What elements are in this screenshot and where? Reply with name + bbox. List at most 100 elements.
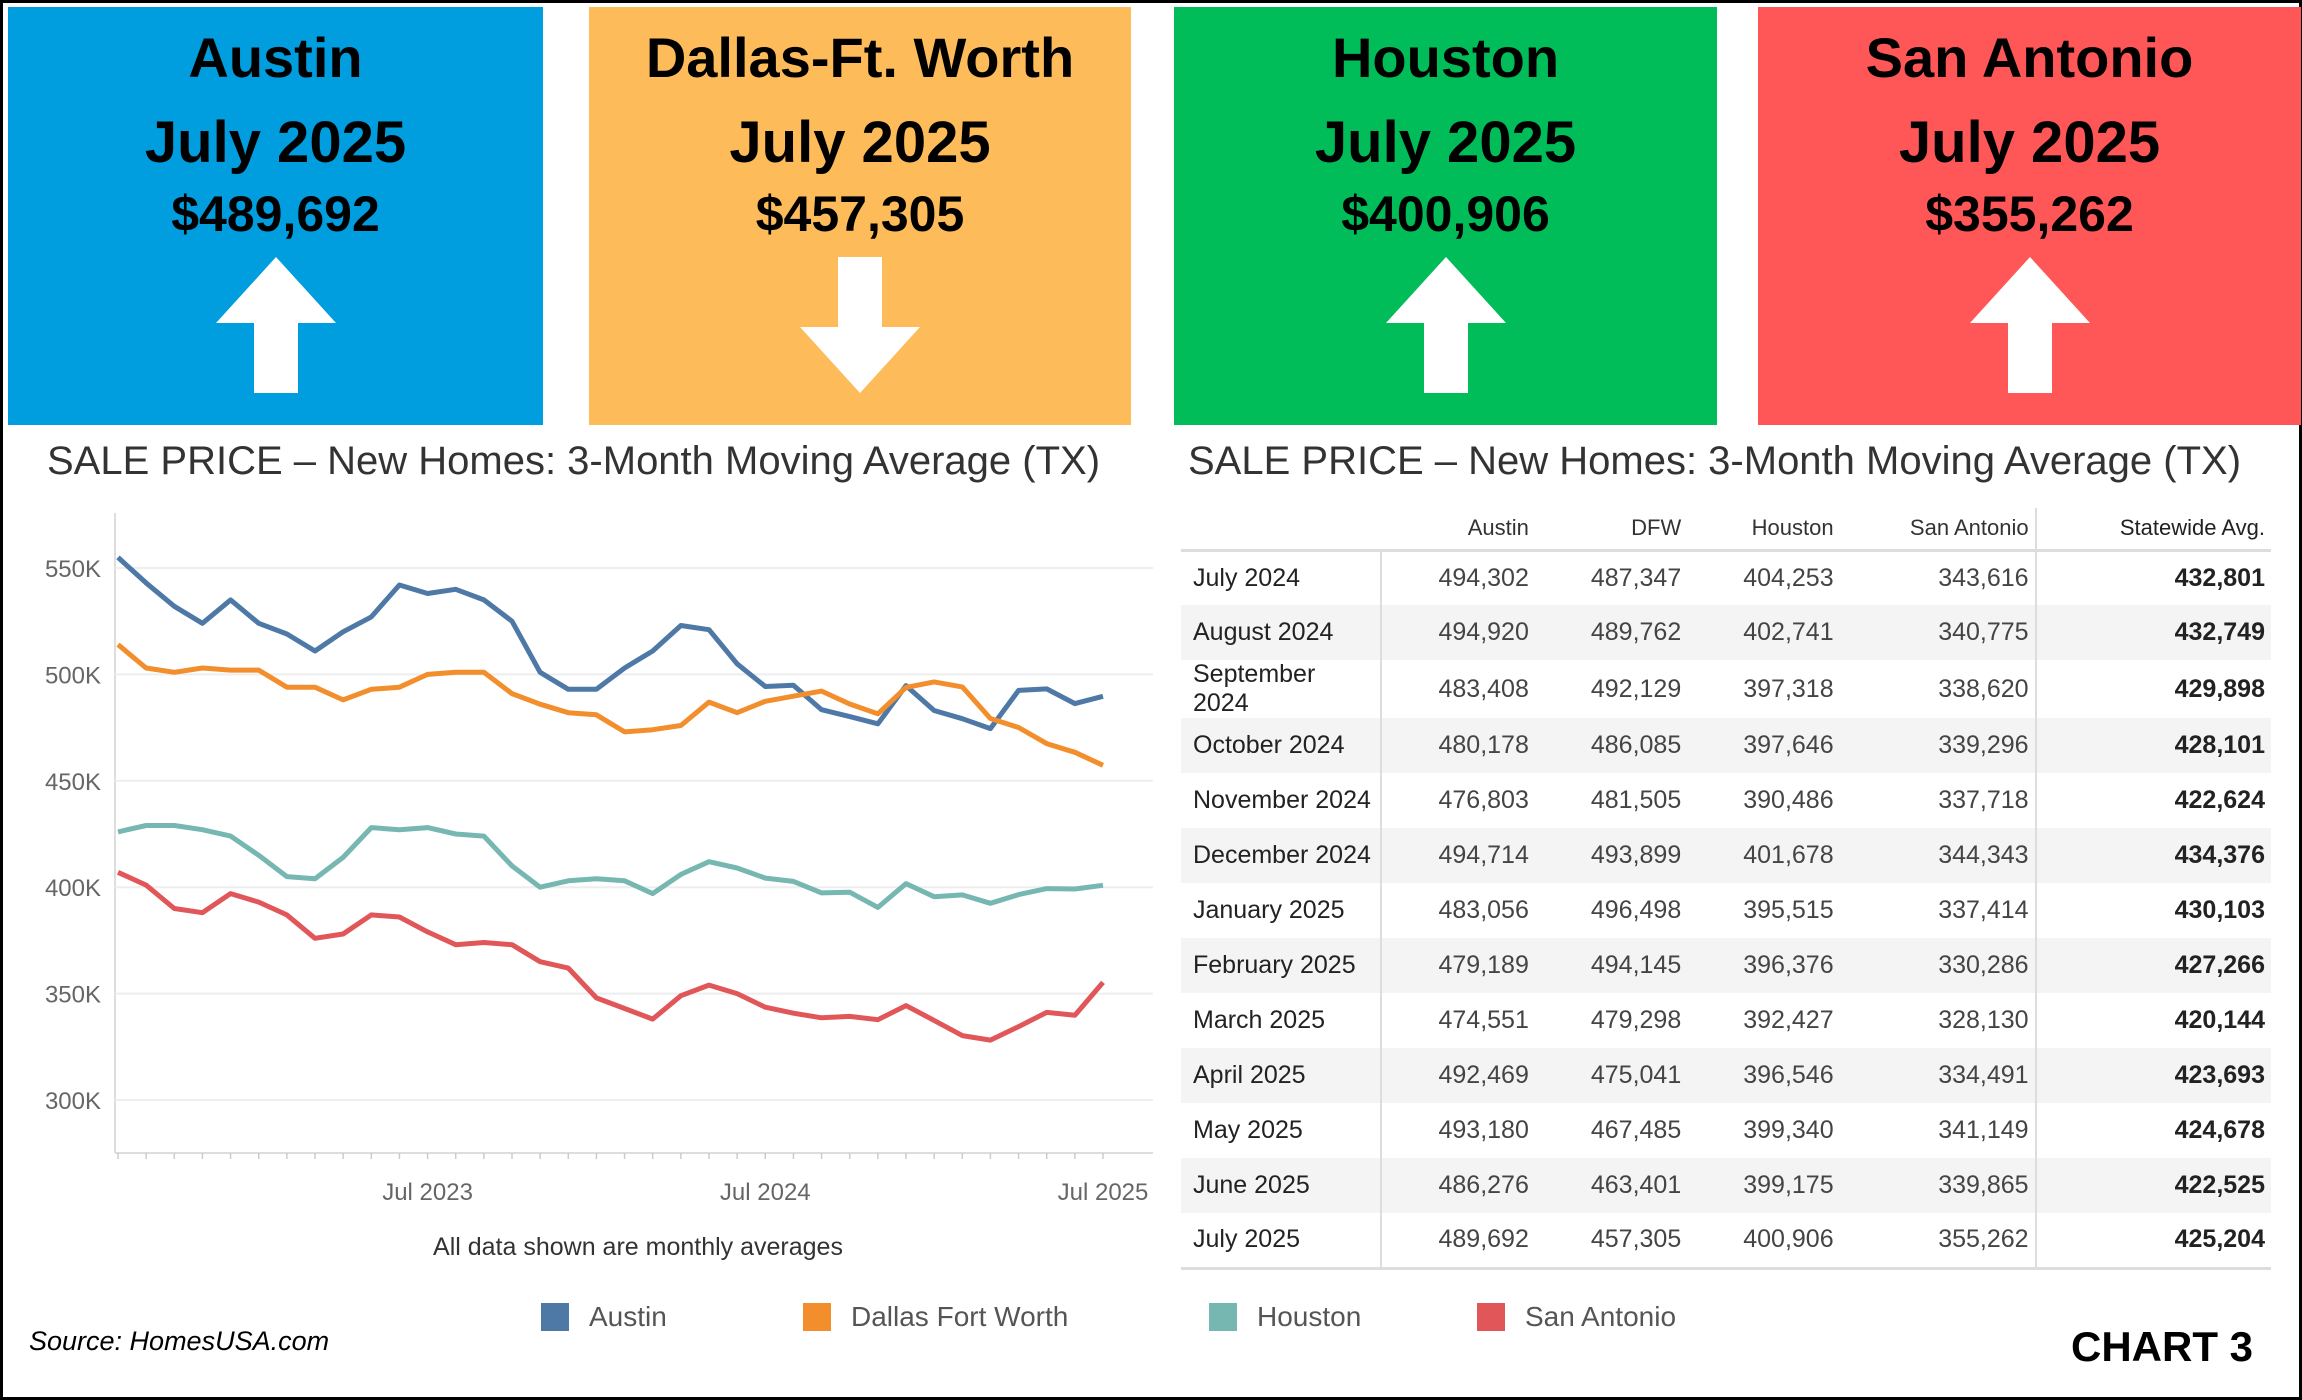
table-cell: 425,204 <box>2034 1213 2271 1270</box>
table-cell: 355,262 <box>1839 1213 2036 1270</box>
legend-item: Dallas Fort Worth <box>803 1301 1068 1333</box>
table-cell: 337,718 <box>1938 786 2029 814</box>
row-label: April 2025 <box>1181 1048 1382 1103</box>
row-label: June 2025 <box>1181 1158 1382 1213</box>
table-cell: 496,498 <box>1590 896 1682 924</box>
table-cell: 430,103 <box>2034 883 2271 938</box>
card-price: $457,305 <box>755 186 965 242</box>
table-cell: 339,296 <box>1839 718 2036 773</box>
legend-swatch <box>803 1303 831 1331</box>
table-cell: 399,340 <box>1743 1116 1834 1144</box>
row-label: March 2025 <box>1181 993 1382 1048</box>
arrow-up-icon <box>215 257 336 393</box>
column-header: Statewide Avg. <box>2034 508 2271 552</box>
table-cell: 428,101 <box>2034 718 2271 773</box>
y-tick-label: 550K <box>45 556 101 583</box>
table-row: August 2024 494,920 489,762 402,741 340,775 4… <box>1181 605 2271 660</box>
table-cell: 392,427 <box>1743 1006 1834 1034</box>
legend-swatch <box>1477 1303 1505 1331</box>
series-line-austin <box>116 555 1104 732</box>
city-card: San Antonio July 2025 $355,262 <box>1758 7 2301 425</box>
line-chart: 550K 500K 450K 400K 350K 300K Jul 2023 Jul 2024… <box>45 513 1153 1206</box>
card-city: San Antonio <box>1865 26 2194 89</box>
row-label: July 2025 <box>1181 1213 1382 1270</box>
card-month: July 2025 <box>1314 110 1577 175</box>
table-cell: 474,551 <box>1438 1006 1529 1034</box>
table-cell: 404,253 <box>1743 563 1834 592</box>
row-label: September 2024 <box>1181 660 1382 718</box>
table-cell: 494,714 <box>1381 828 1535 883</box>
table-row: April 2025 492,469 475,041 396,546 334,491 42… <box>1181 1048 2271 1103</box>
card-city: Dallas-Ft. Worth <box>645 26 1075 89</box>
x-tick-label: Jul 2025 <box>1058 1179 1149 1206</box>
table-cell: 486,276 <box>1381 1158 1535 1213</box>
table-row: October 2024 480,178 486,085 397,646 339,296… <box>1181 718 2271 773</box>
column-header: Austin <box>1381 508 1535 552</box>
table-cell: 422,525 <box>2034 1158 2271 1213</box>
table-cell: 481,505 <box>1590 786 1682 814</box>
row-label: August 2024 <box>1181 605 1382 660</box>
table-row: February 2025 479,189 494,145 396,376 330,28… <box>1181 938 2271 993</box>
legend-swatch <box>541 1303 569 1331</box>
table-cell: 494,145 <box>1534 938 1688 993</box>
x-tick-label: Jul 2023 <box>382 1179 473 1206</box>
legend-item: Houston <box>1209 1301 1361 1333</box>
legend-swatch <box>1209 1303 1237 1331</box>
table-cell: 476,803 <box>1438 786 1529 814</box>
table-cell: 338,620 <box>1938 674 2029 703</box>
table-cell: 396,376 <box>1687 938 1840 993</box>
table-cell: 493,899 <box>1534 828 1688 883</box>
y-tick-label: 300K <box>45 1088 101 1115</box>
column-header: Houston <box>1687 508 1840 552</box>
table-cell: 492,469 <box>1381 1048 1535 1103</box>
table-row: July 2024 494,302 487,347 404,253 343,616 432… <box>1181 550 2271 605</box>
table-cell: 494,302 <box>1438 563 1529 592</box>
arrow-up-icon <box>1969 257 2090 393</box>
table-row: July 2025 489,692 457,305 400,906 355,262 425… <box>1181 1213 2271 1270</box>
card-city: Houston <box>1331 26 1560 89</box>
table-cell: 399,175 <box>1687 1158 1840 1213</box>
column-header <box>1181 508 1381 552</box>
row-label: October 2024 <box>1181 718 1382 773</box>
table-cell: 475,041 <box>1534 1048 1688 1103</box>
table-cell: 429,898 <box>2034 660 2271 718</box>
table-cell: 432,801 <box>2034 550 2271 605</box>
table-cell: 343,616 <box>1938 563 2029 592</box>
table-cell: 344,343 <box>1839 828 2036 883</box>
table-cell: 480,178 <box>1381 718 1535 773</box>
table-row: December 2024 494,714 493,899 401,678 344,34… <box>1181 828 2271 883</box>
row-label: November 2024 <box>1181 773 1382 828</box>
column-header: San Antonio <box>1839 508 2036 552</box>
table-cell: 401,678 <box>1687 828 1840 883</box>
table-cell: 390,486 <box>1743 786 1834 814</box>
table-cell: 489,762 <box>1534 605 1688 660</box>
table-row: May 2025 493,180 467,485 399,340 341,149 424,… <box>1181 1103 2271 1158</box>
column-header: DFW <box>1534 508 1688 552</box>
table-row: November 2024 476,803 481,505 390,486 337,71… <box>1181 773 2271 828</box>
table-cell: 479,298 <box>1590 1006 1682 1034</box>
table-cell: 396,546 <box>1687 1048 1840 1103</box>
table-cell: 492,129 <box>1590 674 1682 703</box>
table-cell: 395,515 <box>1743 896 1834 924</box>
table-cell: 467,485 <box>1590 1116 1682 1144</box>
table-row: March 2025 474,551 479,298 392,427 328,130 42… <box>1181 993 2271 1048</box>
row-label: July 2024 <box>1181 550 1382 605</box>
table-cell: 400,906 <box>1687 1213 1840 1270</box>
card-month: July 2025 <box>144 110 407 175</box>
arrow-down-icon <box>800 257 920 393</box>
table-cell: 432,749 <box>2034 605 2271 660</box>
table-cell: 494,920 <box>1381 605 1535 660</box>
table-cell: 340,775 <box>1839 605 2036 660</box>
table-cell: 486,085 <box>1534 718 1688 773</box>
row-label: May 2025 <box>1181 1103 1382 1158</box>
series-line-dallas-fort-worth <box>116 642 1105 768</box>
legend-item: Austin <box>541 1301 667 1333</box>
card-month: July 2025 <box>1898 110 2161 175</box>
table-row: September 2024 483,408 492,129 397,318 338,6… <box>1181 660 2271 718</box>
chart-label: CHART 3 <box>2071 1323 2254 1370</box>
table-cell: 330,286 <box>1839 938 2036 993</box>
chart-note: All data shown are monthly averages <box>433 1233 843 1261</box>
x-tick-label: Jul 2024 <box>720 1179 811 1206</box>
table-cell: 334,491 <box>1839 1048 2036 1103</box>
chart-title: SALE PRICE – New Homes: 3-Month Moving A… <box>47 439 1101 483</box>
